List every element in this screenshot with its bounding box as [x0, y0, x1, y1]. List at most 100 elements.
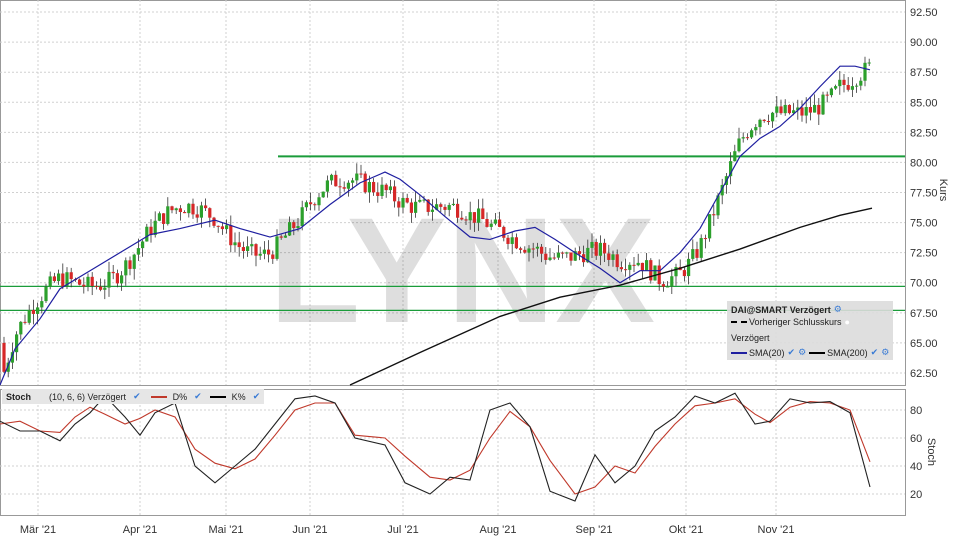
candle-down [808, 107, 812, 113]
main-y-tick-label: 77.50 [910, 188, 938, 200]
candle-down [393, 186, 397, 202]
gear-icon[interactable]: ⚙ [798, 347, 807, 357]
candle-down [443, 206, 447, 210]
main-y-tick-label: 62.50 [910, 368, 938, 380]
sma200-swatch [809, 351, 826, 354]
stoch-y-tick-label: 40 [910, 461, 922, 473]
candle-down [94, 285, 98, 287]
candle-down [472, 212, 476, 223]
candle-down [531, 248, 535, 250]
candle-up [250, 244, 254, 247]
candle-down [456, 203, 460, 218]
candle-up [330, 174, 334, 181]
candle-up [367, 181, 371, 193]
candle-down [170, 206, 174, 211]
stoch-axis-title: Stoch [925, 438, 937, 466]
stoch-d-line [0, 398, 871, 495]
candle-down [195, 214, 199, 218]
candle-up [586, 247, 590, 263]
candle-down [594, 241, 598, 256]
candle-down [372, 181, 376, 193]
candle-down [267, 249, 271, 255]
candle-up [27, 309, 31, 323]
legend-sma20: SMA(20) [749, 347, 785, 358]
x-tick-label: Jul '21 [387, 524, 418, 536]
check-icon[interactable]: ✔ [252, 391, 261, 401]
eye-icon[interactable]: ● [844, 317, 850, 327]
candle-up [107, 271, 111, 288]
stoch-y-tick-label: 80 [910, 405, 922, 417]
candle-down [99, 286, 103, 290]
check-icon[interactable]: ✔ [194, 391, 202, 401]
candle-up [65, 272, 69, 287]
candle-down [779, 106, 783, 114]
x-tick-label: Nov '21 [758, 524, 795, 536]
candle-down [183, 212, 187, 214]
candle-up [850, 86, 854, 90]
candle-down [384, 184, 388, 191]
candle-down [619, 267, 623, 270]
candle-up [325, 180, 329, 192]
candle-up [750, 130, 754, 138]
check-icon[interactable]: ✔ [870, 347, 879, 357]
gear-icon[interactable]: ⚙ [881, 347, 890, 357]
check-icon[interactable]: ✔ [787, 347, 796, 357]
candle-down [846, 84, 850, 90]
candle-up [653, 265, 657, 281]
candle-up [590, 241, 594, 248]
check-icon[interactable]: ✔ [133, 391, 141, 401]
candle-up [15, 334, 19, 353]
candle-down [624, 269, 628, 271]
candle-up [153, 220, 157, 236]
legend-sma200: SMA(200) [827, 347, 868, 358]
candle-down [577, 251, 581, 255]
candle-down [787, 104, 791, 114]
candle-down [426, 199, 430, 212]
candle-up [598, 242, 602, 256]
candle-up [246, 246, 250, 252]
candle-down [128, 260, 132, 269]
candle-up [666, 286, 670, 288]
candle-up [804, 107, 808, 116]
candle-down [254, 244, 258, 256]
candle-down [519, 248, 523, 250]
main-y-tick-label: 65.00 [910, 338, 938, 350]
candle-down [69, 272, 73, 280]
x-tick-label: Mai '21 [208, 524, 243, 536]
candle-up [863, 62, 867, 81]
candle-down [52, 276, 56, 282]
candle-down [279, 236, 283, 238]
candle-down [682, 270, 686, 277]
candle-up [716, 195, 720, 216]
candle-down [23, 321, 27, 323]
candle-up [758, 119, 762, 128]
candle-down [31, 309, 35, 314]
candle-down [498, 219, 502, 227]
legend-title-row: DAI@SMART Verzögert ⚙ [731, 304, 842, 315]
candle-up [699, 238, 703, 258]
candle-up [283, 235, 287, 238]
gear-icon[interactable]: ⚙ [833, 304, 842, 314]
candle-down [334, 174, 338, 187]
candle-up [468, 212, 472, 221]
candle-up [510, 237, 514, 244]
candle-down [149, 226, 153, 236]
candle-up [783, 104, 787, 114]
candle-up [401, 197, 405, 208]
candle-up [346, 182, 350, 189]
candle-up [821, 94, 825, 115]
candle-up [174, 208, 178, 211]
candle-down [506, 237, 510, 244]
candle-down [178, 208, 182, 213]
candle-down [338, 186, 342, 188]
candle-down [376, 192, 380, 196]
candle-up [262, 249, 266, 254]
candle-down [409, 202, 413, 213]
candle-up [855, 85, 859, 87]
stoch-y-tick-label: 20 [910, 489, 922, 501]
candle-up [435, 204, 439, 210]
x-tick-label: Okt '21 [669, 524, 704, 536]
dashed-line-swatch [731, 321, 747, 323]
